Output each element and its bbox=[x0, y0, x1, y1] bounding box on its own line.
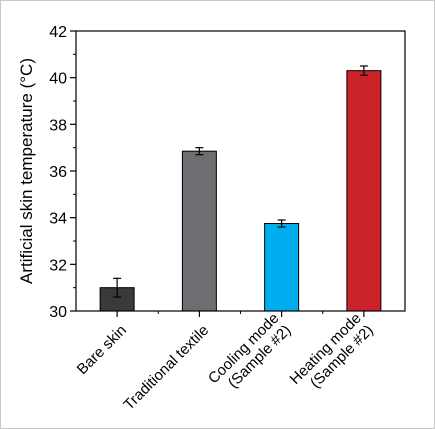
bar bbox=[346, 70, 382, 312]
y-tick-label: 42 bbox=[49, 24, 67, 41]
y-tick-label: 36 bbox=[49, 164, 67, 181]
bars-group bbox=[99, 70, 382, 312]
y-tick-label: 30 bbox=[49, 304, 67, 321]
y-tick-label: 40 bbox=[49, 71, 67, 88]
y-tick-label: 32 bbox=[49, 257, 67, 274]
x-tick-label-line: Bare skin bbox=[74, 322, 130, 378]
x-tick-label: Bare skin bbox=[74, 322, 130, 378]
error-bars-group bbox=[113, 65, 368, 298]
y-axis-title: Artificial skin temperature (°C) bbox=[17, 58, 36, 284]
x-tick-label-line: Traditional textile bbox=[120, 322, 212, 414]
y-axis: 30 32 34 36 38 40 42 bbox=[49, 24, 76, 321]
y-tick-label: 34 bbox=[49, 211, 67, 228]
bar bbox=[264, 223, 300, 312]
bar bbox=[181, 150, 217, 312]
x-tick-label: Heating mode(Sample #2) bbox=[287, 310, 377, 400]
x-tick-label: Traditional textile bbox=[120, 322, 212, 414]
x-tick-label: Cooling mode(Sample #2) bbox=[205, 310, 294, 399]
y-tick-label: 38 bbox=[49, 117, 67, 134]
